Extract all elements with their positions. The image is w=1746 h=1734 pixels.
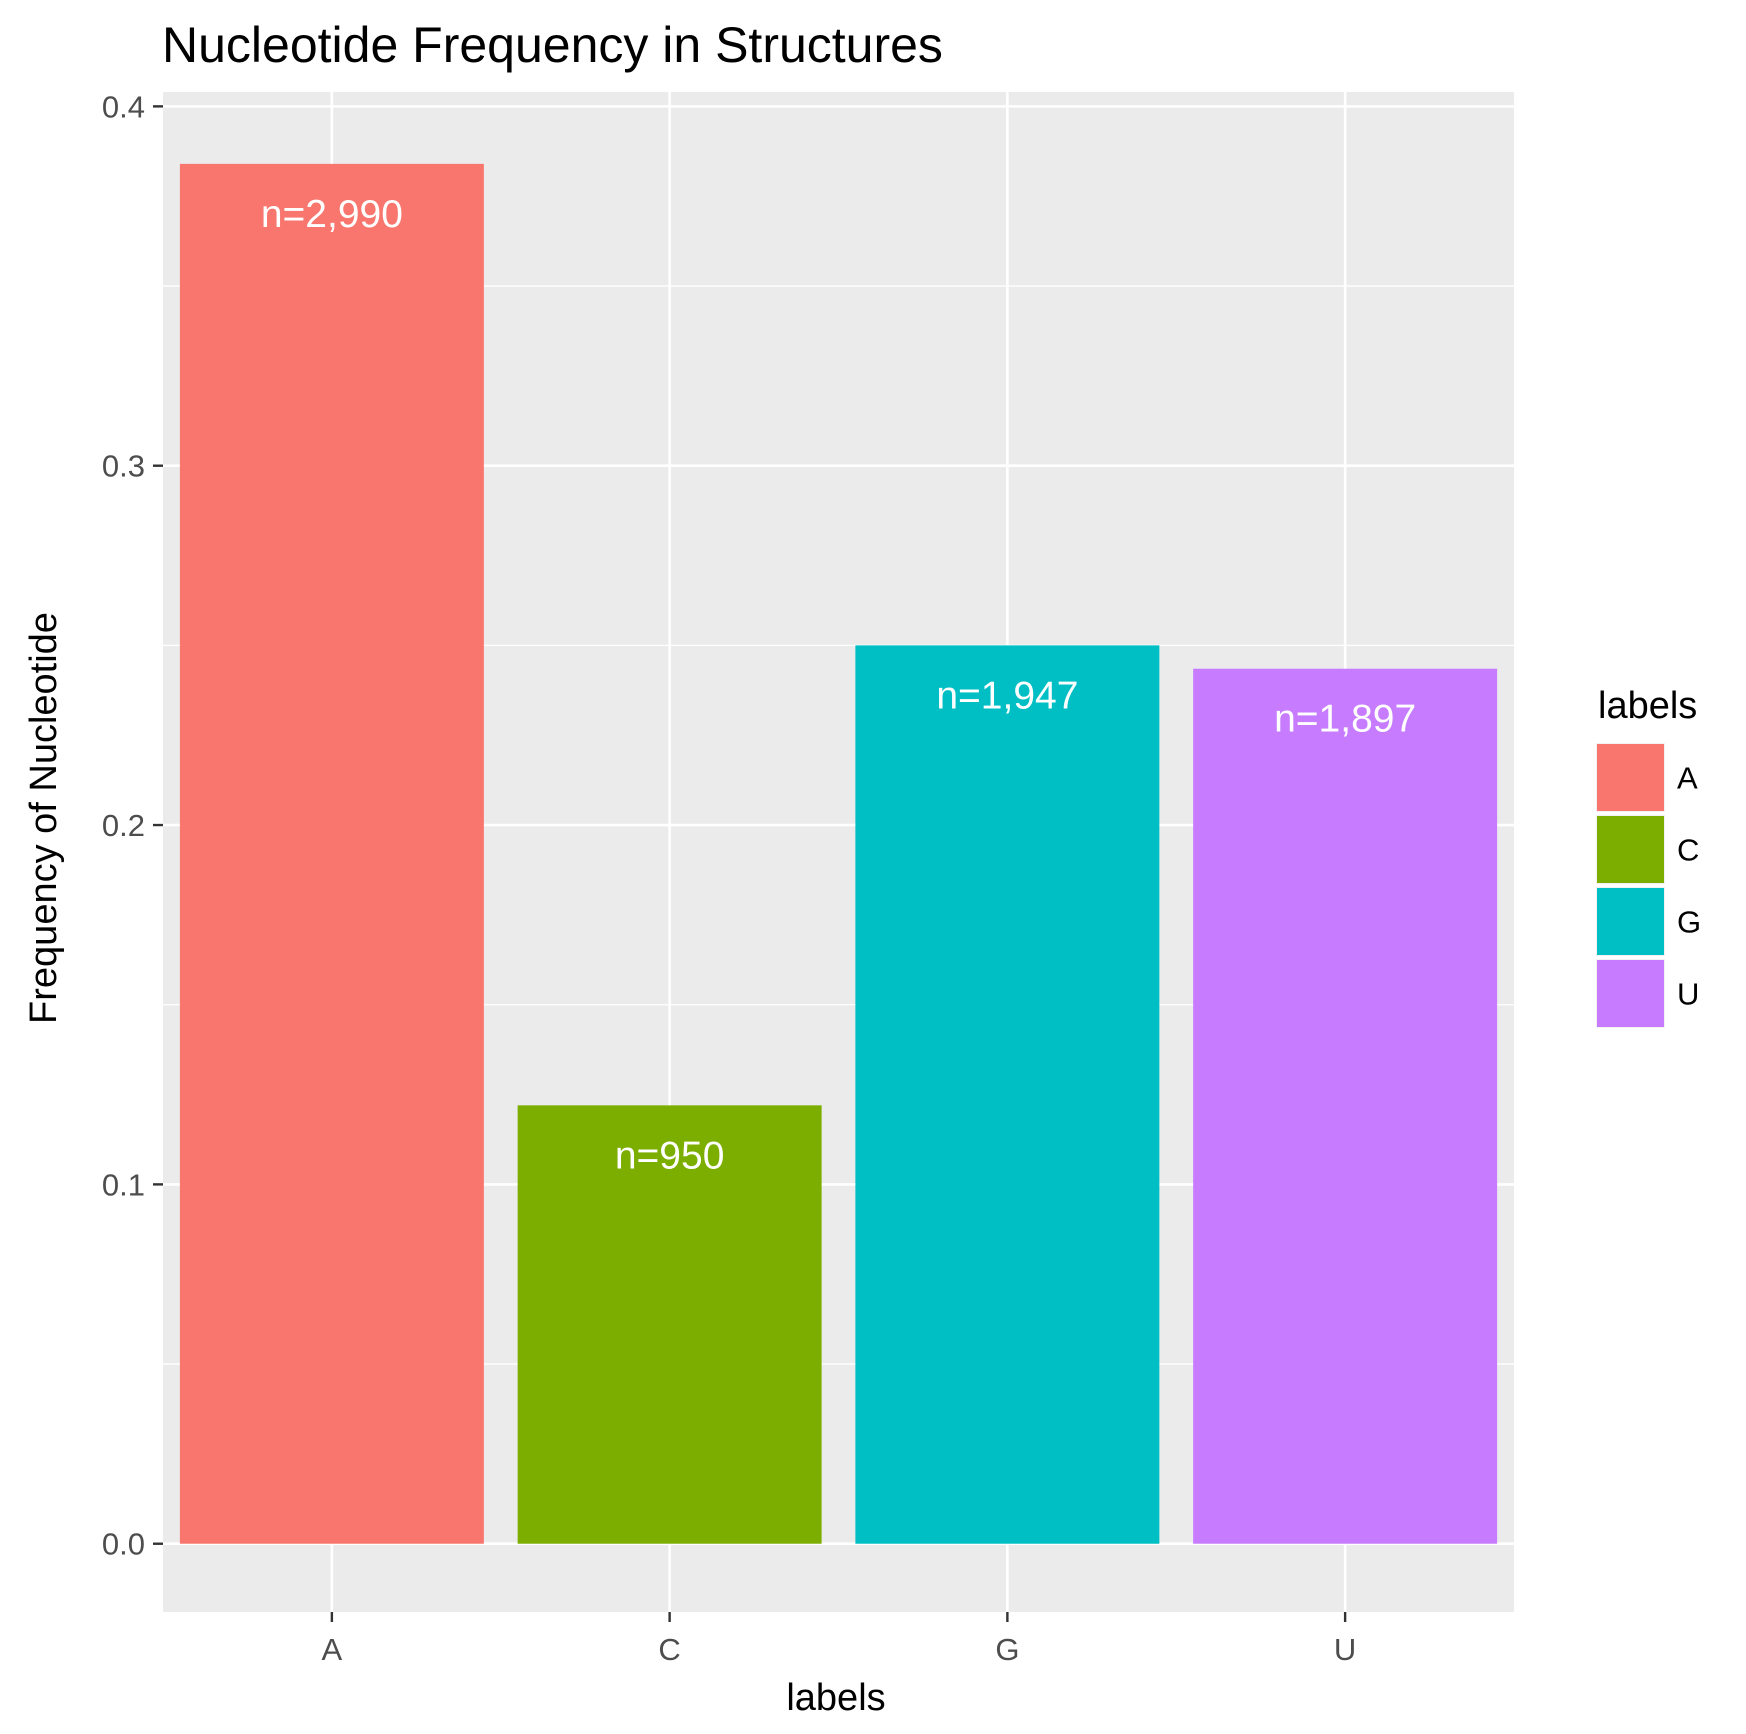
y-tick-label: 0.3 — [102, 449, 145, 484]
bar-label-G: n=1,947 — [936, 674, 1078, 717]
legend: labels A C G U — [1596, 685, 1701, 1028]
y-tick-label: 0.4 — [102, 89, 145, 124]
legend-label-G: G — [1677, 905, 1701, 940]
legend-swatch-A — [1597, 744, 1664, 811]
y-tick-label: 0.1 — [102, 1167, 145, 1202]
bar-U — [1193, 668, 1498, 1544]
bar-A — [179, 163, 484, 1544]
x-tick-label: G — [995, 1632, 1019, 1667]
y-tick-label: 0.2 — [102, 808, 145, 843]
y-axis-title: Frequency of Nucleotide — [23, 612, 65, 1024]
bar-G — [855, 645, 1160, 1544]
legend-label-U: U — [1677, 977, 1699, 1012]
x-tick-label: A — [322, 1632, 343, 1667]
bar-label-A: n=2,990 — [261, 193, 403, 236]
legend-label-A: A — [1677, 761, 1698, 796]
bar-C — [517, 1105, 822, 1544]
x-tick-label: U — [1334, 1632, 1356, 1667]
bar-label-C: n=950 — [615, 1134, 725, 1177]
legend-label-C: C — [1677, 833, 1699, 868]
plot-area: n=2,990 n=950 n=1,947 n=1,897 0.0 0.1 0.2 0.3 0.… — [102, 89, 1514, 1667]
x-tick-label: C — [658, 1632, 680, 1667]
legend-swatch-G — [1597, 888, 1664, 955]
x-axis-title: labels — [786, 1677, 885, 1719]
bar-label-U: n=1,897 — [1274, 698, 1416, 741]
legend-title: labels — [1598, 685, 1697, 727]
y-tick-label: 0.0 — [102, 1527, 145, 1562]
chart-title: Nucleotide Frequency in Structures — [162, 17, 943, 73]
legend-swatch-C — [1597, 816, 1664, 883]
legend-swatch-U — [1597, 960, 1664, 1027]
